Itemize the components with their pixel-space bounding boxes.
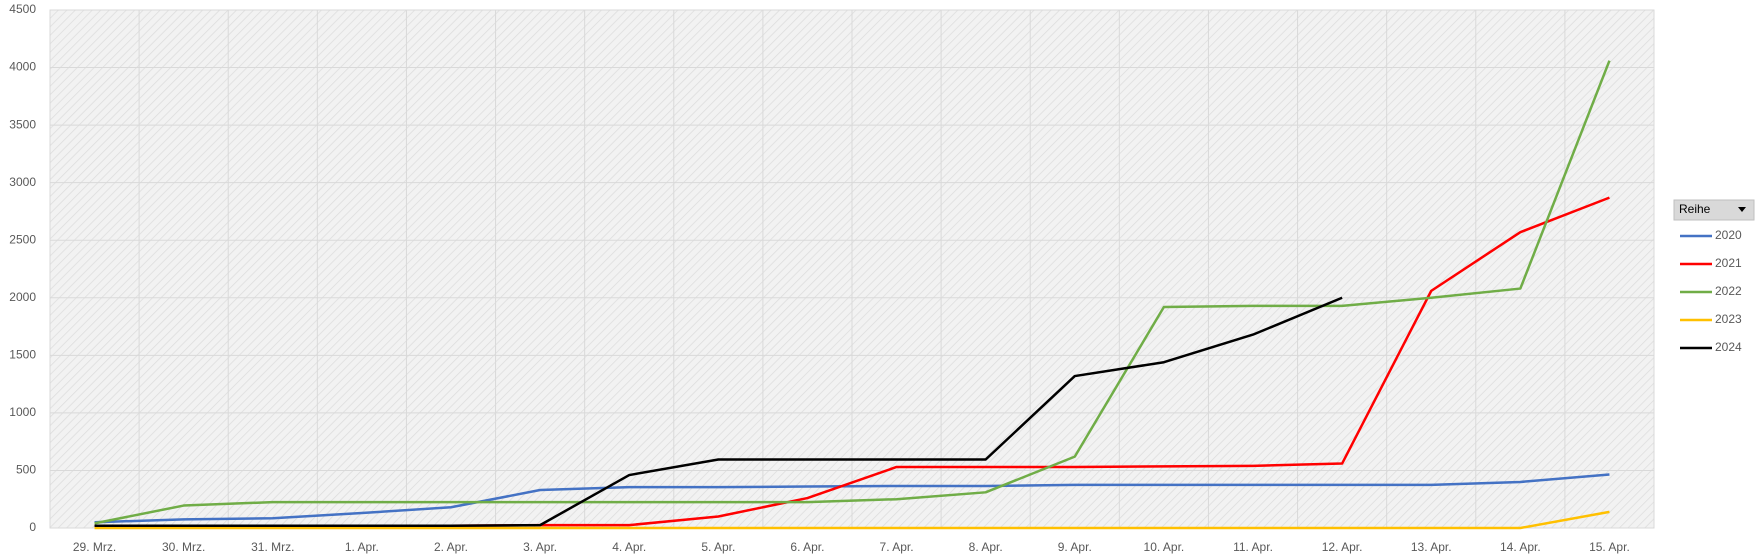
legend-label: 2022 — [1715, 284, 1742, 298]
x-tick-label: 8. Apr. — [969, 540, 1003, 554]
legend-label: 2020 — [1715, 228, 1742, 242]
legend-label: 2023 — [1715, 312, 1742, 326]
x-tick-label: 14. Apr. — [1500, 540, 1541, 554]
x-tick-label: 9. Apr. — [1058, 540, 1092, 554]
y-tick-label: 1000 — [9, 405, 36, 419]
y-tick-label: 3500 — [9, 117, 36, 131]
dropdown-arrow[interactable] — [1738, 207, 1746, 212]
x-tick-label: 15. Apr. — [1589, 540, 1630, 554]
series-line — [94, 473, 1610, 524]
x-tick-label: 7. Apr. — [880, 540, 914, 554]
series-line — [94, 510, 1610, 530]
x-tick-label: 1. Apr. — [345, 540, 379, 554]
x-tick-label: 3. Apr. — [523, 540, 557, 554]
x-tick-label: 11. Apr. — [1233, 540, 1273, 554]
x-tick-label: 5. Apr. — [701, 540, 735, 554]
x-tick-label: 4. Apr. — [612, 540, 646, 554]
series-line — [94, 60, 1611, 525]
y-tick-label: 0 — [29, 520, 36, 534]
series-line — [94, 296, 1343, 527]
y-tick-label: 1500 — [9, 348, 36, 362]
legend-label: 2024 — [1715, 340, 1742, 354]
x-tick-label: 31. Mrz. — [251, 540, 294, 554]
y-tick-label: 500 — [16, 463, 36, 477]
x-tick-label: 10. Apr. — [1144, 540, 1185, 554]
x-tick-label: 29. Mrz. — [73, 540, 116, 554]
y-tick-label: 3000 — [9, 175, 36, 189]
y-tick-label: 2000 — [9, 290, 36, 304]
y-tick-label: 2500 — [9, 232, 36, 246]
x-tick-label: 13. Apr. — [1411, 540, 1452, 554]
legend-label: 2021 — [1715, 256, 1742, 270]
x-tick-label: 6. Apr. — [790, 540, 824, 554]
legend-header[interactable] — [1673, 199, 1755, 221]
x-tick-label: 30. Mrz. — [162, 540, 205, 554]
x-tick-label: 2. Apr. — [434, 540, 468, 554]
y-tick-label: 4500 — [9, 2, 36, 16]
y-tick-label: 4000 — [9, 60, 36, 74]
x-tick-label: 12. Apr. — [1322, 540, 1363, 554]
legend-title: Reihe — [1679, 202, 1711, 216]
